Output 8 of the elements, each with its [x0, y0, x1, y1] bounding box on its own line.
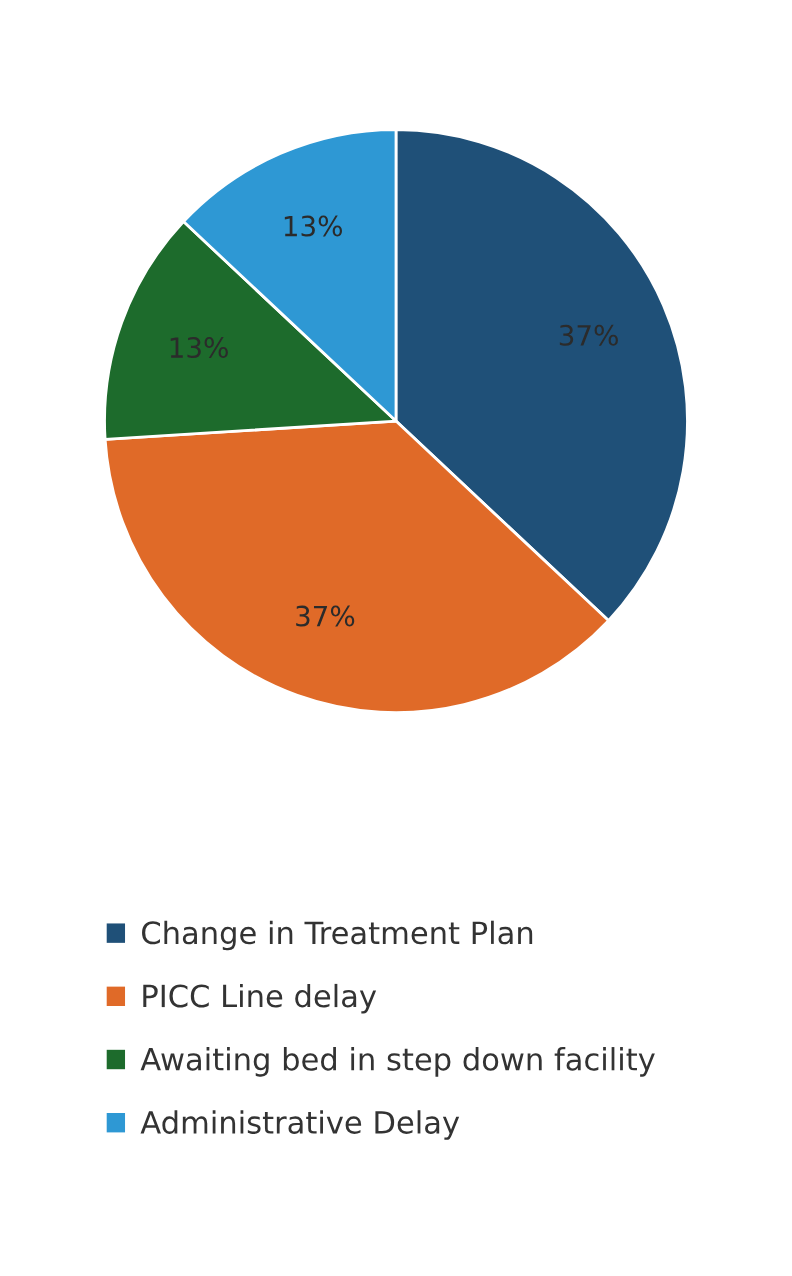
legend-label: Administrative Delay	[140, 1110, 460, 1140]
data-label: 37%	[296, 605, 355, 627]
data-label: 13%	[284, 215, 342, 237]
legend-label: PICC Line delay	[143, 983, 377, 1014]
data-label: 13%	[170, 337, 228, 359]
legend-label: Awaiting bed in step down facility	[140, 1047, 655, 1077]
legend-label: Change in Treatment Plan	[142, 920, 533, 951]
data-label: 37%	[559, 324, 618, 346]
